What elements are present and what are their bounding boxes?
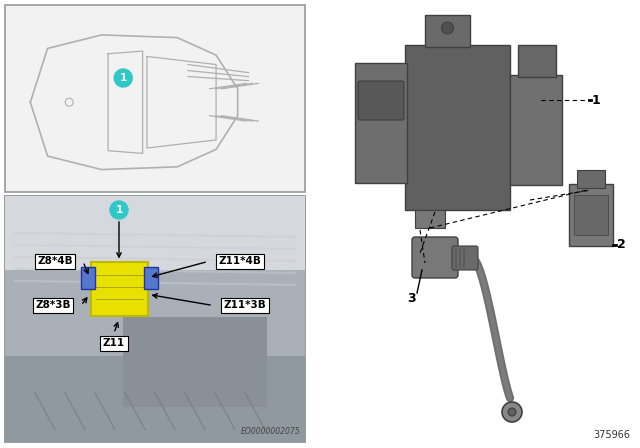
FancyBboxPatch shape [5, 5, 305, 192]
FancyBboxPatch shape [518, 45, 556, 77]
Text: Z11: Z11 [103, 339, 125, 349]
FancyBboxPatch shape [415, 210, 445, 228]
Text: 2: 2 [617, 238, 626, 251]
Text: 1: 1 [120, 73, 127, 83]
Circle shape [114, 69, 132, 87]
FancyBboxPatch shape [425, 15, 470, 47]
FancyBboxPatch shape [405, 45, 510, 210]
FancyBboxPatch shape [143, 267, 157, 289]
Text: 375966: 375966 [593, 430, 630, 440]
FancyBboxPatch shape [574, 195, 608, 235]
FancyBboxPatch shape [5, 356, 305, 442]
Text: Z11*3B: Z11*3B [223, 301, 266, 310]
Text: EO0000002075: EO0000002075 [241, 427, 300, 436]
FancyBboxPatch shape [5, 196, 305, 270]
Text: 1: 1 [115, 205, 123, 215]
Text: Z11*4B: Z11*4B [219, 256, 261, 267]
Circle shape [508, 408, 516, 416]
Circle shape [442, 22, 454, 34]
Text: 3: 3 [408, 292, 416, 305]
FancyBboxPatch shape [355, 63, 407, 183]
Circle shape [502, 402, 522, 422]
Text: Z8*3B: Z8*3B [35, 301, 71, 310]
Text: 1: 1 [592, 94, 601, 107]
FancyBboxPatch shape [90, 263, 147, 316]
Text: Z8*4B: Z8*4B [37, 256, 73, 267]
FancyBboxPatch shape [510, 75, 562, 185]
FancyBboxPatch shape [358, 81, 404, 120]
FancyBboxPatch shape [412, 237, 458, 278]
FancyBboxPatch shape [577, 170, 605, 188]
Circle shape [110, 201, 128, 219]
FancyBboxPatch shape [5, 270, 305, 356]
FancyBboxPatch shape [569, 184, 613, 246]
FancyBboxPatch shape [5, 196, 305, 442]
FancyBboxPatch shape [123, 317, 267, 407]
FancyBboxPatch shape [452, 246, 478, 270]
FancyBboxPatch shape [81, 267, 95, 289]
